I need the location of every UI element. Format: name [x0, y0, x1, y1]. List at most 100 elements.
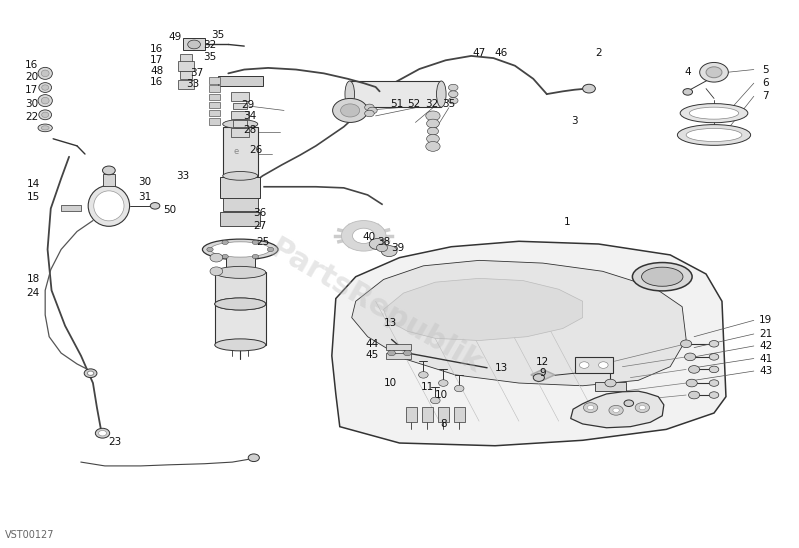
Text: 32: 32	[425, 99, 438, 109]
Circle shape	[376, 244, 388, 252]
Text: 17: 17	[25, 85, 38, 95]
Text: 42: 42	[759, 341, 773, 351]
Circle shape	[710, 380, 719, 386]
Bar	[209, 102, 221, 109]
Ellipse shape	[93, 191, 124, 221]
Text: 41: 41	[759, 353, 773, 363]
Circle shape	[364, 110, 374, 117]
Bar	[233, 103, 248, 110]
Ellipse shape	[42, 112, 49, 117]
Text: 50: 50	[164, 204, 177, 215]
Bar	[422, 407, 433, 423]
Text: 32: 32	[204, 40, 217, 50]
Text: 39: 39	[392, 243, 404, 253]
Ellipse shape	[38, 67, 53, 79]
Circle shape	[689, 366, 700, 373]
Circle shape	[605, 379, 616, 387]
Polygon shape	[384, 278, 582, 340]
Text: 27: 27	[253, 221, 267, 231]
Text: 44: 44	[365, 339, 378, 349]
Text: 7: 7	[762, 92, 769, 101]
Circle shape	[210, 253, 223, 262]
Text: 35: 35	[212, 30, 225, 40]
Circle shape	[369, 238, 385, 249]
Text: 8: 8	[440, 419, 447, 429]
Ellipse shape	[39, 83, 52, 93]
Text: 35: 35	[204, 52, 217, 62]
Text: 5: 5	[762, 65, 769, 75]
Text: 49: 49	[169, 32, 181, 42]
Bar	[232, 111, 249, 118]
Text: 38: 38	[377, 237, 390, 247]
Bar	[215, 304, 266, 345]
Bar	[350, 81, 441, 107]
Circle shape	[222, 254, 229, 259]
Circle shape	[710, 392, 719, 398]
Circle shape	[427, 127, 439, 135]
Ellipse shape	[690, 107, 739, 119]
Circle shape	[268, 247, 274, 252]
Text: 16: 16	[25, 60, 38, 70]
Circle shape	[681, 340, 692, 347]
Text: 36: 36	[253, 208, 267, 218]
Ellipse shape	[42, 85, 49, 90]
Bar	[178, 61, 194, 71]
Text: 6: 6	[762, 78, 769, 88]
Ellipse shape	[39, 110, 52, 119]
Text: 30: 30	[138, 178, 151, 187]
Circle shape	[368, 107, 377, 113]
Ellipse shape	[215, 298, 266, 310]
Text: 30: 30	[25, 99, 38, 109]
Text: 13: 13	[384, 318, 396, 328]
Circle shape	[188, 40, 201, 49]
Text: 29: 29	[241, 100, 255, 110]
Circle shape	[332, 99, 368, 122]
Bar	[215, 272, 266, 304]
Circle shape	[609, 406, 623, 415]
Circle shape	[87, 371, 93, 375]
Circle shape	[582, 84, 595, 93]
Text: 47: 47	[472, 48, 486, 58]
Circle shape	[710, 353, 719, 360]
Bar	[594, 383, 626, 391]
Bar	[233, 120, 248, 127]
Bar	[386, 344, 411, 350]
Circle shape	[613, 408, 619, 413]
Circle shape	[706, 67, 722, 78]
Ellipse shape	[42, 126, 49, 130]
Ellipse shape	[215, 266, 266, 278]
Text: 2: 2	[595, 48, 602, 58]
Text: 20: 20	[25, 72, 38, 82]
Circle shape	[426, 141, 440, 151]
Circle shape	[98, 431, 106, 436]
Circle shape	[639, 406, 646, 410]
Text: 24: 24	[26, 288, 40, 298]
Circle shape	[352, 228, 375, 243]
Ellipse shape	[680, 104, 748, 123]
Bar	[221, 177, 260, 198]
Text: PartsRepublik: PartsRepublik	[264, 234, 487, 379]
Ellipse shape	[210, 242, 270, 257]
Circle shape	[340, 104, 360, 117]
Circle shape	[84, 369, 97, 378]
Circle shape	[689, 391, 700, 399]
Text: 52: 52	[407, 99, 420, 109]
Ellipse shape	[642, 267, 683, 286]
Polygon shape	[352, 260, 686, 386]
Text: 13: 13	[495, 363, 508, 373]
Text: 37: 37	[190, 68, 203, 78]
Circle shape	[710, 366, 719, 373]
Bar	[223, 198, 258, 212]
Circle shape	[583, 403, 598, 413]
Text: 19: 19	[759, 315, 773, 326]
Circle shape	[252, 240, 259, 244]
Circle shape	[439, 380, 448, 386]
Bar	[209, 110, 221, 116]
Circle shape	[700, 62, 729, 82]
Bar	[221, 212, 260, 226]
Text: 14: 14	[26, 179, 40, 189]
Bar	[209, 94, 221, 100]
Text: 48: 48	[150, 66, 163, 76]
Circle shape	[419, 372, 428, 378]
Text: VST00127: VST00127	[6, 530, 55, 540]
